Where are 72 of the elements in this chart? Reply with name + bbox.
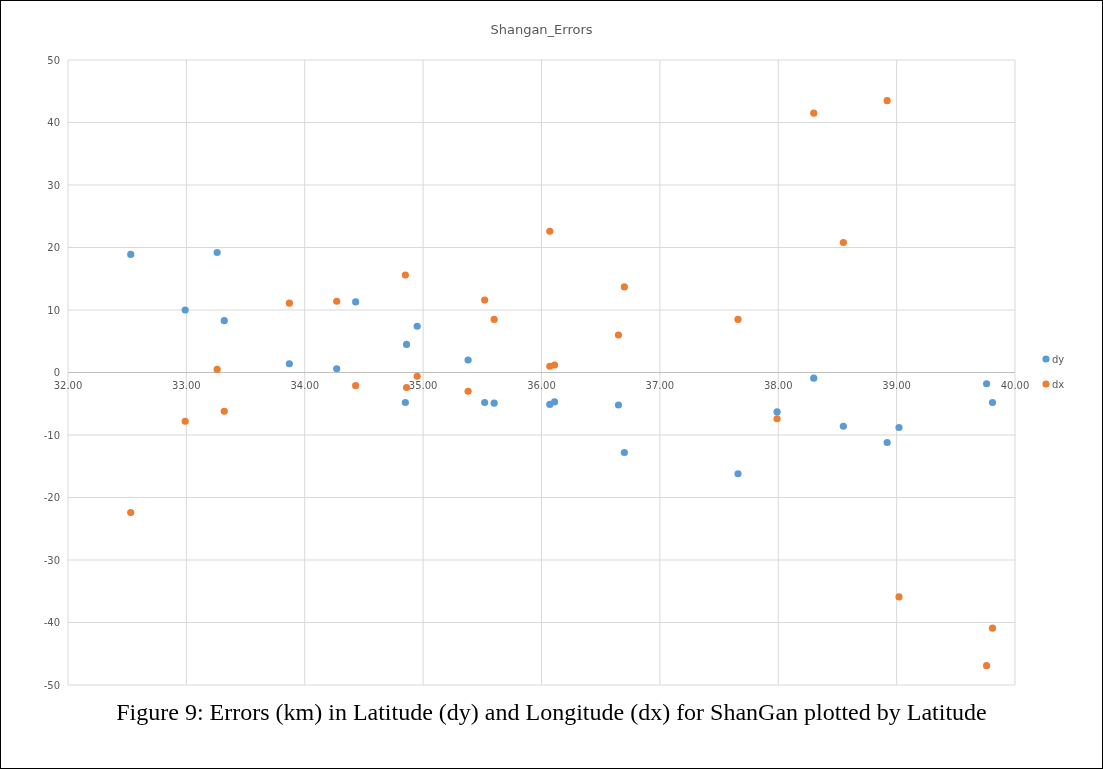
point [464, 387, 472, 395]
point [550, 398, 559, 406]
x-tick-label: 32.00 [53, 379, 83, 391]
point [614, 401, 623, 409]
x-tick-label: 33.00 [172, 379, 201, 391]
y-tick-label: 40 [47, 117, 60, 128]
point [127, 508, 135, 517]
legend-label: dx [1052, 378, 1065, 390]
point [181, 306, 189, 314]
point [127, 250, 135, 258]
point [773, 415, 781, 423]
point [839, 422, 847, 430]
point [213, 365, 221, 373]
point [895, 593, 903, 601]
point [895, 423, 903, 432]
point [333, 365, 341, 373]
x-tick-label: 35.00 [408, 379, 438, 391]
point [413, 322, 421, 330]
point [220, 317, 228, 325]
point [620, 448, 628, 457]
point [773, 408, 781, 416]
point [333, 297, 341, 305]
point [181, 417, 189, 425]
point [490, 399, 498, 407]
point [481, 296, 489, 304]
point [614, 331, 623, 339]
point [883, 438, 891, 447]
x-tick-label: 36.00 [527, 379, 556, 391]
point [810, 374, 818, 382]
y-tick-label: -20 [43, 492, 60, 503]
point [413, 372, 421, 380]
y-tick-label: 20 [47, 242, 60, 253]
point [481, 398, 489, 407]
x-tick-label: 37.00 [645, 379, 675, 391]
y-tick-label: -30 [43, 554, 60, 566]
point [352, 298, 360, 306]
y-tick-label: -10 [43, 429, 60, 441]
point [883, 97, 891, 105]
point [550, 361, 559, 369]
x-tick-label: 34.00 [290, 379, 320, 391]
point [213, 248, 221, 257]
point [734, 470, 742, 478]
y-tick-label: 0 [53, 367, 60, 378]
point [490, 315, 498, 323]
x-tick-label: 39.00 [882, 379, 911, 391]
point [401, 271, 409, 279]
point [988, 624, 997, 632]
point [402, 340, 411, 348]
point [982, 662, 991, 670]
caption: Figure 9: Errors (km) in Latitude (dy) and Longitude (dx) for ShanGan plotted by Latitude [115, 698, 988, 726]
y-tick-label: 10 [47, 304, 60, 316]
y-tick-label: 30 [47, 179, 60, 191]
y-tick-label: -40 [43, 617, 60, 628]
x-tick-label: 38.00 [763, 379, 793, 391]
point [988, 398, 997, 407]
legend-label: dy [1052, 353, 1065, 365]
point [220, 407, 228, 415]
point [810, 109, 818, 117]
point [352, 382, 360, 390]
y-tick-label: -50 [43, 679, 60, 691]
point [285, 299, 293, 307]
point [620, 283, 628, 291]
chart-title: Shangan_Errors [490, 22, 593, 37]
point [401, 398, 409, 407]
point [285, 360, 293, 368]
point [839, 238, 847, 247]
point [982, 380, 991, 388]
y-tick-label: 50 [47, 54, 60, 66]
point [464, 356, 472, 364]
x-tick-label: 40.00 [1000, 379, 1030, 391]
point [734, 315, 742, 323]
point [546, 227, 554, 235]
